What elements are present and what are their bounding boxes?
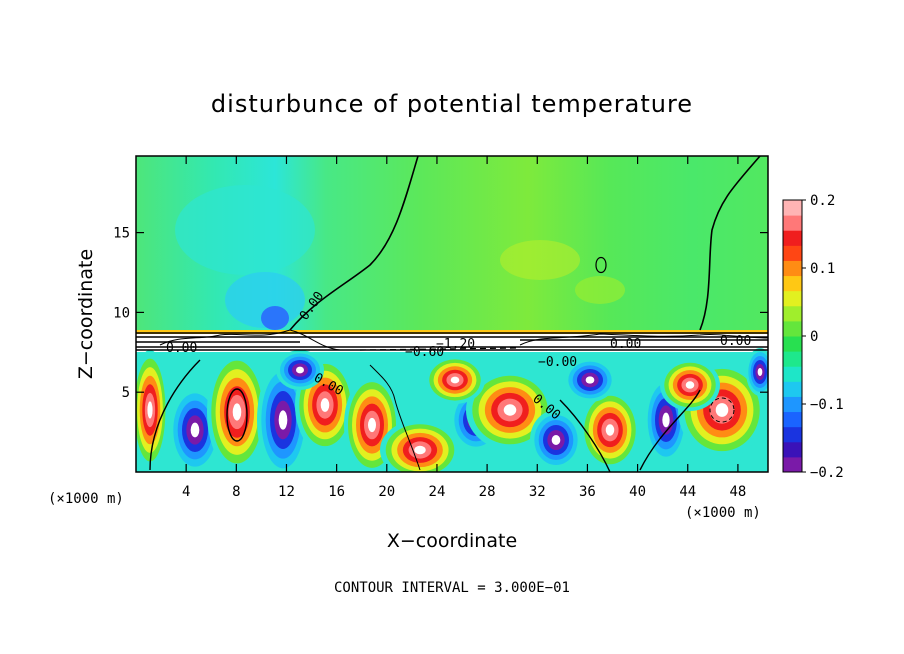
x-unit-left: (×1000 m) bbox=[48, 491, 124, 507]
colorbar-swatch bbox=[783, 245, 802, 261]
eddy-ring bbox=[662, 412, 670, 428]
plot-frame bbox=[135, 155, 769, 473]
contour-interval-note: CONTOUR INTERVAL = 3.000E−01 bbox=[334, 580, 570, 596]
x-tick-label: 4 bbox=[182, 484, 190, 500]
colorbar-swatch bbox=[783, 396, 802, 413]
colorbar-swatch bbox=[783, 230, 802, 246]
eddy-ring bbox=[585, 376, 595, 384]
eddy-ring bbox=[320, 398, 330, 412]
y-tick-label: 15 bbox=[113, 226, 130, 242]
contour-label: −0.00 bbox=[538, 355, 577, 370]
x-tick-label: 20 bbox=[378, 484, 395, 500]
eddy-ring bbox=[232, 403, 242, 421]
upper-warm-patch bbox=[500, 240, 580, 280]
contour-label: −0.60 bbox=[405, 345, 444, 360]
y-axis: 5 10 15 bbox=[113, 226, 768, 401]
eddy-ring bbox=[278, 410, 288, 430]
colorbar-swatch bbox=[783, 336, 802, 352]
x-tick-label: 28 bbox=[479, 484, 496, 500]
x-tick-label: 8 bbox=[232, 484, 240, 500]
upper-warm-patch bbox=[575, 276, 625, 304]
colorbar-swatch bbox=[783, 411, 802, 428]
x-tick-label: 36 bbox=[579, 484, 596, 500]
x-tick-label: 24 bbox=[429, 484, 446, 500]
colorbar-swatch bbox=[783, 275, 802, 292]
colorbar-tick-label: 0.2 bbox=[810, 193, 835, 209]
colorbar-swatch bbox=[783, 456, 802, 473]
eddy-ring bbox=[147, 401, 153, 419]
colorbar-tick-label: 0 bbox=[810, 329, 818, 345]
contours bbox=[136, 156, 768, 472]
colorbar-swatch bbox=[783, 381, 802, 397]
eddy-ring bbox=[190, 422, 200, 438]
eddy-ring bbox=[503, 404, 517, 416]
eddy-ring bbox=[605, 424, 615, 436]
colorbar-tick-label: 0.1 bbox=[810, 261, 835, 277]
colorbar: 0.2 0.1 0 −0.1 −0.2 bbox=[782, 193, 844, 481]
colorbar-swatch bbox=[783, 426, 802, 443]
colorbar-swatch bbox=[783, 305, 802, 322]
x-tick-label: 32 bbox=[529, 484, 546, 500]
eddy-ring bbox=[757, 368, 763, 376]
eddy-ring bbox=[551, 435, 561, 445]
eddy-field bbox=[136, 348, 768, 472]
x-tick-label: 48 bbox=[729, 484, 746, 500]
eddy-ring bbox=[296, 366, 304, 374]
plot-area: 0.00 0.00 −1.20 −0.60 −0.00 0.00 0.00 0.… bbox=[136, 156, 768, 472]
inversion-top bbox=[136, 330, 768, 334]
y-tick-label: 10 bbox=[113, 305, 130, 321]
contour-label: 0.00 bbox=[610, 337, 641, 352]
x-axis: 4 8 12 16 20 24 28 32 36 40 44 48 bbox=[182, 156, 746, 500]
y-tick-label: 5 bbox=[122, 385, 130, 401]
x-tick-label: 40 bbox=[629, 484, 646, 500]
x-tick-label: 12 bbox=[278, 484, 295, 500]
eddy-ring bbox=[685, 381, 695, 389]
colorbar-swatch bbox=[783, 351, 802, 367]
x-unit-right: (×1000 m) bbox=[685, 505, 761, 521]
colorbar-swatch bbox=[783, 441, 802, 458]
upper-cold-core bbox=[261, 306, 289, 330]
colorbar-swatch bbox=[783, 290, 802, 307]
x-tick-label: 44 bbox=[679, 484, 696, 500]
colorbar-tick-label: −0.2 bbox=[810, 465, 844, 481]
colorbar-tick-label: −0.1 bbox=[810, 397, 844, 413]
x-axis-label: X−coordinate bbox=[387, 530, 517, 552]
colorbar-swatch bbox=[783, 215, 802, 231]
contour-label: 0.00 bbox=[166, 341, 197, 356]
eddy-ring bbox=[414, 445, 426, 455]
x-tick-label: 16 bbox=[328, 484, 345, 500]
colorbar-swatch bbox=[783, 366, 802, 382]
colorbar-swatch bbox=[783, 200, 802, 216]
y-axis-label: Z−coordinate bbox=[75, 249, 97, 379]
colorbar-swatch bbox=[783, 260, 802, 277]
colorbar-swatch bbox=[783, 320, 802, 337]
contour-label: 0.00 bbox=[720, 334, 751, 349]
contour-label: −1.20 bbox=[436, 337, 475, 352]
eddy-ring bbox=[368, 417, 376, 433]
upper-cool-patch bbox=[175, 185, 315, 275]
eddy-ring bbox=[450, 376, 460, 384]
chart-title: disturbunce of potential temperature bbox=[211, 90, 693, 118]
eddy-ring bbox=[715, 403, 729, 417]
